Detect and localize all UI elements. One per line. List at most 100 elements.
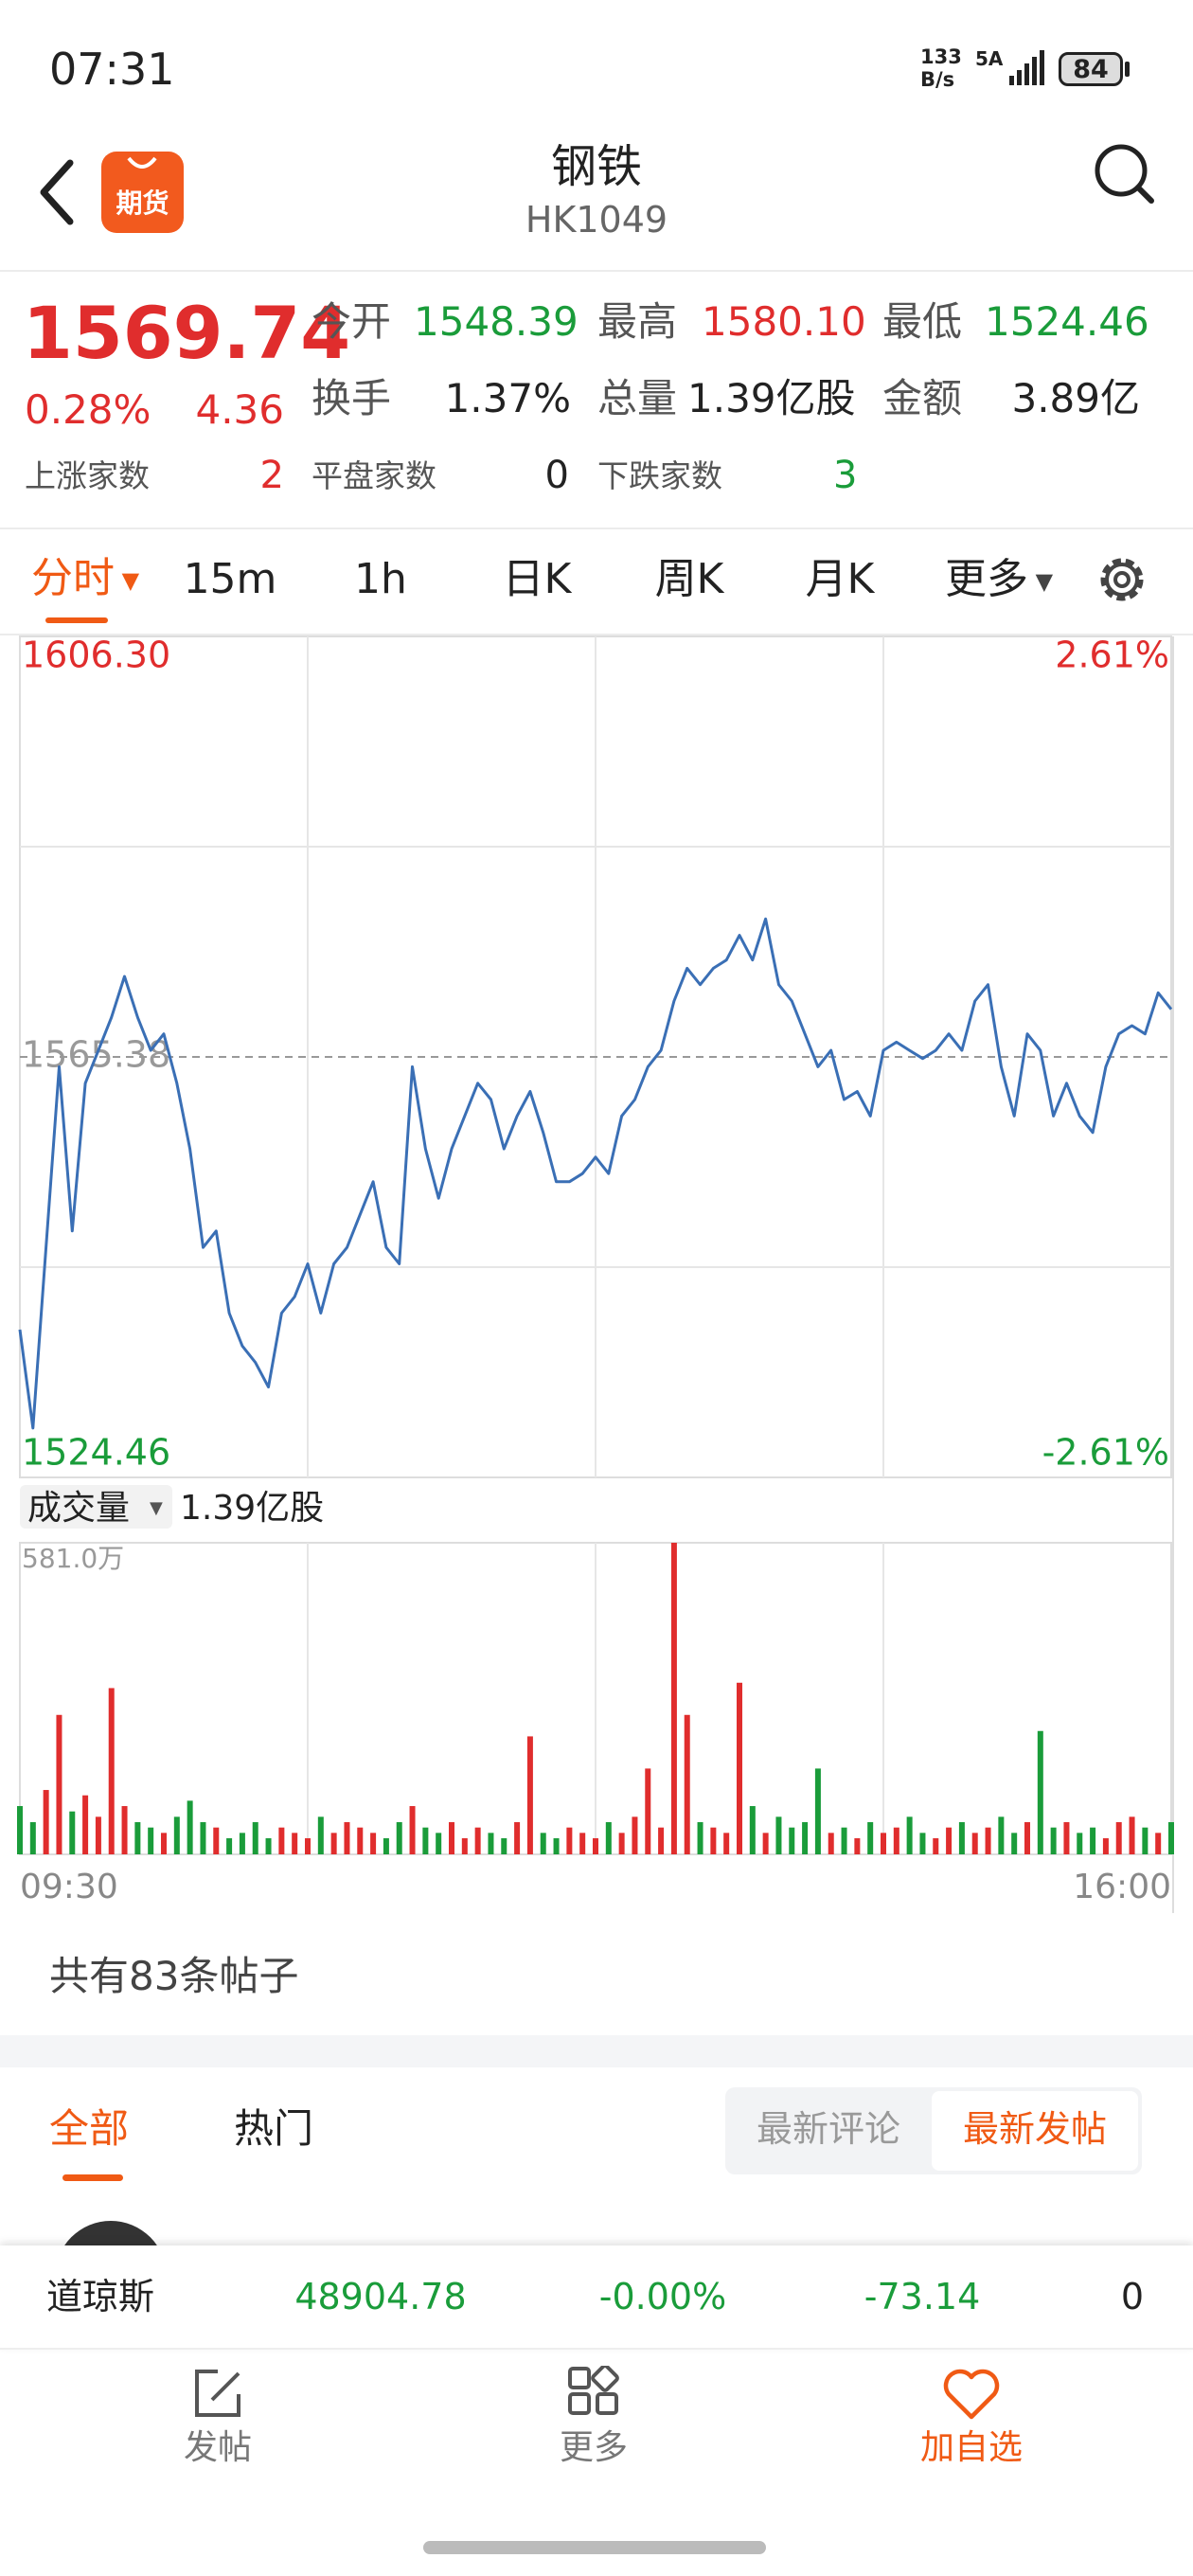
volume-bar: [958, 1822, 965, 1854]
volume-bar: [854, 1838, 861, 1854]
volume-bar: [461, 1838, 468, 1854]
volume-bar: [971, 1833, 978, 1854]
sort-option[interactable]: 最新评论: [756, 2108, 900, 2150]
volume-bar: [436, 1833, 442, 1854]
tab-active[interactable]: 分时 ▼: [31, 554, 140, 602]
volume-bar: [985, 1827, 991, 1854]
settings-button[interactable]: [1094, 551, 1150, 608]
volume-bar: [645, 1768, 651, 1854]
volume-bar: [605, 1822, 612, 1854]
volume-bar: [239, 1833, 245, 1854]
y-tick-label: 1606.30: [22, 635, 170, 676]
sort-option-active[interactable]: 最新发帖: [962, 2108, 1107, 2150]
volume-bar: [867, 1822, 874, 1854]
volume-bar: [1142, 1827, 1148, 1854]
net-speed: 133: [920, 45, 962, 68]
battery: [1059, 52, 1123, 86]
tab[interactable]: 月K: [805, 555, 875, 603]
volume-bar: [396, 1822, 402, 1854]
volume-bar: [108, 1688, 115, 1854]
volume-bar: [710, 1827, 717, 1854]
tab[interactable]: 1h: [354, 555, 407, 603]
nav-label[interactable]: 加自选: [919, 2428, 1023, 2467]
x-tick-label: 16:00: [1073, 1868, 1171, 1906]
volume-label: 成交量: [27, 1489, 131, 1528]
volume-bar: [697, 1822, 703, 1854]
search-button[interactable]: [1091, 140, 1157, 208]
volume-bar: [723, 1833, 730, 1854]
tab[interactable]: 15m: [183, 555, 277, 603]
volume-bar: [1115, 1822, 1122, 1854]
home-indicator: [423, 2541, 766, 2554]
volume-bar: [789, 1827, 795, 1854]
field-value: 1.37%: [444, 375, 571, 421]
volume-bar: [553, 1838, 560, 1854]
post-tab[interactable]: 热门: [234, 2105, 314, 2152]
more-icon[interactable]: [565, 2366, 622, 2423]
signal-label: 5A: [975, 47, 1004, 70]
volume-bar: [29, 1822, 36, 1854]
volume-bar: [593, 1838, 598, 1854]
logo-text: 期货: [116, 188, 169, 219]
watchlist-icon[interactable]: [941, 2366, 1002, 2423]
field-label: 最低: [882, 298, 963, 345]
volume-bar: [1090, 1827, 1096, 1854]
section-gap: [0, 2035, 1193, 2067]
field-label: 最高: [597, 298, 678, 345]
volume-bar: [370, 1833, 377, 1854]
ticker-name: 道琼斯: [46, 2276, 155, 2317]
volume-bar: [802, 1822, 809, 1854]
volume-bar: [1168, 1822, 1174, 1854]
volume-bar: [841, 1827, 847, 1854]
post-count: 共有83条帖子: [49, 1953, 299, 1999]
volume-bar: [1050, 1827, 1057, 1854]
volume-bar: [317, 1816, 324, 1854]
volume-bar: [579, 1833, 586, 1854]
volume-bar: [933, 1838, 939, 1854]
volume-bar: [618, 1833, 625, 1854]
count-value: 3: [833, 454, 858, 497]
ticker-change: -73.14: [864, 2276, 981, 2317]
last-price: 1569.74: [23, 291, 351, 375]
volume-bar: [670, 1543, 677, 1854]
volume-bar: [187, 1800, 193, 1854]
tab-more[interactable]: 更多 ▼: [945, 555, 1054, 603]
field-label: 今开: [312, 298, 392, 345]
field-value: 1.39亿股: [687, 375, 856, 421]
volume-bar: [1024, 1822, 1030, 1854]
intraday-chart: 1524.461565.381606.30-2.61%2.61%581.0万09…: [17, 635, 1174, 1913]
nav-label[interactable]: 更多: [559, 2428, 628, 2467]
ticker-price: 48904.78: [294, 2276, 467, 2317]
back-button[interactable]: [36, 159, 79, 225]
volume-bar: [265, 1838, 272, 1854]
ticker-bar[interactable]: [0, 2245, 1193, 2350]
count-value: 2: [259, 454, 284, 497]
logo-mark: [127, 156, 157, 169]
volume-bar: [893, 1827, 899, 1854]
volume-bar: [526, 1736, 533, 1854]
post-tab-active[interactable]: 全部: [49, 2105, 130, 2152]
post-tab-underline: [62, 2174, 123, 2181]
volume-bar: [200, 1822, 206, 1854]
volume-bar: [95, 1816, 101, 1854]
volume-bar: [305, 1838, 311, 1854]
volume-bar: [488, 1833, 494, 1854]
volume-selector[interactable]: [20, 1485, 172, 1529]
tab-label: 分时: [31, 554, 115, 602]
volume-bar: [161, 1833, 167, 1854]
volume-bar: [69, 1811, 76, 1854]
volume-bar: [814, 1768, 821, 1854]
nav-label[interactable]: 发帖: [183, 2428, 252, 2467]
tab[interactable]: 周K: [654, 555, 724, 603]
tab[interactable]: 日K: [502, 555, 572, 603]
volume-bar: [56, 1714, 62, 1854]
volume-total: 1.39亿股: [180, 1489, 325, 1528]
page-title: 钢铁: [550, 140, 642, 193]
post-icon[interactable]: [189, 2366, 246, 2423]
volume-bar: [409, 1806, 416, 1854]
volume-bar: [121, 1806, 128, 1854]
battery-tip: [1125, 62, 1130, 77]
volume-bar: [658, 1827, 665, 1854]
count-value: 0: [544, 454, 569, 497]
volume-bar: [292, 1833, 298, 1854]
